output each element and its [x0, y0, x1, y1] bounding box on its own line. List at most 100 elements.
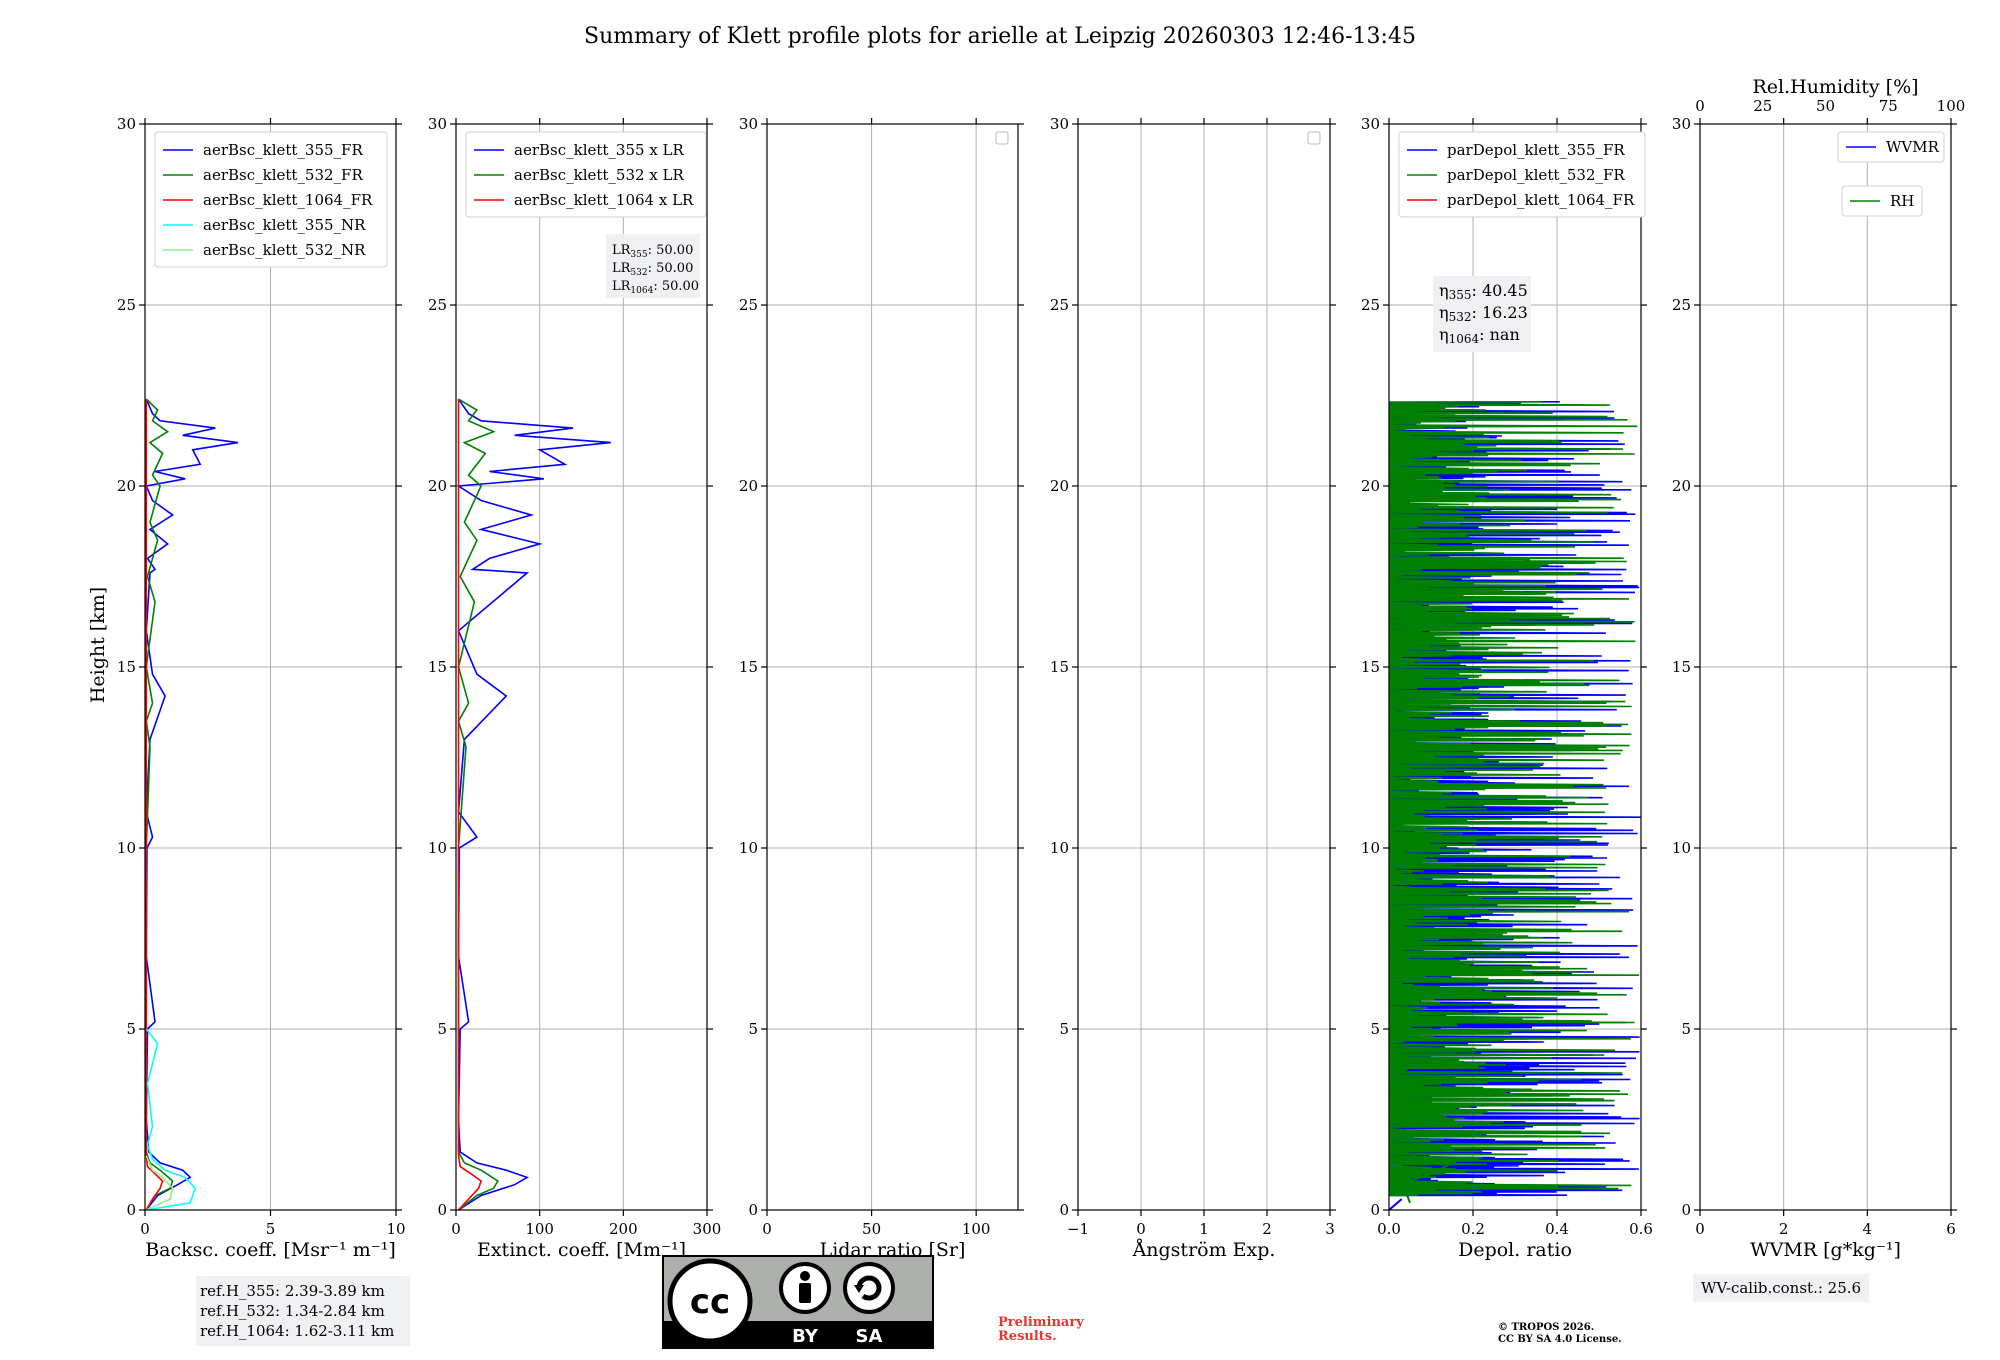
- top-x-tick-label: 75: [1879, 97, 1898, 115]
- y-tick-label: 15: [1361, 658, 1380, 676]
- legend-frame: [1837, 131, 1945, 163]
- x-tick-label: 100: [525, 1220, 554, 1238]
- series-group: [456, 398, 611, 1210]
- annotation-line: η1064: nan: [1439, 325, 1520, 346]
- cc-by-sa-badge: cc BY SA: [662, 1255, 934, 1349]
- depol-noise-532: [1389, 400, 1640, 1197]
- series-line-aerBsc_klett_355_NR: [145, 1028, 197, 1210]
- legend-entry: aerBsc_klett_1064_FR: [203, 191, 373, 209]
- annotation-line: LR1064: 50.00: [612, 279, 699, 296]
- ref-height-1064: ref.H_1064: 1.62-3.11 km: [200, 1322, 395, 1340]
- x-axis-label: Backsc. coeff. [Msr⁻¹ m⁻¹]: [145, 1239, 396, 1261]
- wv-calib-box: WV-calib.const.: 25.6: [1693, 1274, 1870, 1302]
- empty-legend-box: [1307, 131, 1321, 145]
- sa-label: SA: [856, 1326, 883, 1347]
- x-tick-label: 10: [386, 1220, 405, 1238]
- series-line-aerBsc_klett_532 x LR: [457, 398, 499, 1210]
- series-line-aerBsc_klett_1064 x LR: [457, 399, 483, 1210]
- series-line-top-parDepol_klett_532_FR: [1404, 1154, 1456, 1204]
- preliminary-line-2: Results.: [998, 1329, 1057, 1344]
- y-tick-label: 5: [748, 1020, 758, 1038]
- x-tick-label: −1: [1067, 1220, 1089, 1238]
- by-label: BY: [792, 1326, 819, 1347]
- x-tick-label: 0: [1136, 1220, 1146, 1238]
- x-tick-label: 0: [1695, 1220, 1705, 1238]
- cc-badge-text: cc: [690, 1282, 730, 1322]
- legend-entry: aerBsc_klett_355 x LR: [514, 141, 685, 159]
- legend-entry: aerBsc_klett_1064 x LR: [514, 191, 694, 209]
- annotation-line: LR355: 50.00: [612, 243, 693, 260]
- y-tick-label: 10: [428, 839, 447, 857]
- x-tick-label: 0.2: [1461, 1220, 1485, 1238]
- y-axis-label: Height [km]: [87, 587, 109, 703]
- x-tick-label: 5: [266, 1220, 276, 1238]
- y-tick-label: 10: [1050, 839, 1069, 857]
- y-tick-label: 15: [1050, 658, 1069, 676]
- preliminary-line-1: Preliminary: [998, 1315, 1084, 1330]
- y-tick-label: 25: [739, 296, 758, 314]
- legend-entry: aerBsc_klett_355_FR: [203, 141, 363, 159]
- y-tick-label: 15: [1672, 658, 1691, 676]
- y-tick-label: 20: [117, 477, 136, 495]
- x-tick-label: 4: [1863, 1220, 1873, 1238]
- y-tick-label: 0: [1059, 1201, 1069, 1219]
- top-x-tick-label: 0: [1695, 97, 1705, 115]
- legend-entry: parDepol_klett_355_FR: [1447, 141, 1625, 159]
- legend-entry: WVMR: [1886, 138, 1940, 156]
- y-tick-label: 10: [1361, 839, 1380, 857]
- y-tick-label: 5: [437, 1020, 447, 1038]
- y-tick-label: 20: [428, 477, 447, 495]
- x-axis-label: WVMR [g*kg⁻¹]: [1750, 1239, 1901, 1261]
- series-group: [145, 398, 239, 1210]
- y-tick-label: 0: [1681, 1201, 1691, 1219]
- y-tick-label: 15: [428, 658, 447, 676]
- copyright-line-1: © TROPOS 2026.: [1498, 1322, 1595, 1333]
- x-tick-label: 300: [693, 1220, 722, 1238]
- y-tick-label: 30: [428, 115, 447, 133]
- series-line-aerBsc_klett_355_FR: [145, 398, 239, 1210]
- legend-entry: aerBsc_klett_532_FR: [203, 166, 363, 184]
- ref-height-532: ref.H_532: 1.34-2.84 km: [200, 1302, 385, 1320]
- y-tick-label: 30: [117, 115, 136, 133]
- series-group: [1389, 400, 1641, 1210]
- legend-frame: [465, 131, 707, 218]
- sa-share-icon: [843, 1262, 895, 1314]
- top-x-axis-label: Rel.Humidity [%]: [1752, 76, 1918, 98]
- series-line-top-parDepol_klett_355_FR: [1389, 1198, 1403, 1210]
- annotation-frame: [606, 234, 700, 298]
- y-tick-label: 20: [739, 477, 758, 495]
- empty-legend-box: [995, 131, 1009, 145]
- y-tick-label: 25: [117, 296, 136, 314]
- x-tick-label: 0.4: [1545, 1220, 1569, 1238]
- x-tick-label: 2: [1779, 1220, 1789, 1238]
- ref-height-355: ref.H_355: 2.39-3.89 km: [200, 1282, 385, 1300]
- x-axis-label: Extinct. coeff. [Mm⁻¹]: [477, 1239, 686, 1261]
- annotation-frame: [1433, 276, 1531, 352]
- y-tick-label: 30: [739, 115, 758, 133]
- y-tick-label: 0: [748, 1201, 758, 1219]
- legend: aerBsc_klett_355_FR aerBsc_klett_532_FRae…: [154, 131, 388, 268]
- x-tick-label: 200: [609, 1220, 638, 1238]
- y-tick-label: 10: [117, 839, 136, 857]
- x-tick-label: 0: [762, 1220, 772, 1238]
- annotation-line: η355: 40.45: [1439, 281, 1528, 302]
- x-tick-label: 2: [1262, 1220, 1272, 1238]
- y-tick-label: 20: [1361, 477, 1380, 495]
- copyright-note: © TROPOS 2026. CC BY SA 4.0 License.: [1498, 1322, 1622, 1346]
- legend-entry: aerBsc_klett_355_NR: [203, 216, 366, 234]
- top-x-tick-label: 25: [1753, 97, 1772, 115]
- x-tick-label: 3: [1325, 1220, 1335, 1238]
- y-tick-label: 30: [1050, 115, 1069, 133]
- y-tick-label: 30: [1672, 115, 1691, 133]
- y-tick-label: 5: [1370, 1020, 1380, 1038]
- legend-frame: [1398, 131, 1646, 218]
- x-tick-label: 0.6: [1629, 1220, 1653, 1238]
- legend-entry: parDepol_klett_532_FR: [1447, 166, 1625, 184]
- y-tick-label: 5: [1059, 1020, 1069, 1038]
- annotation-line: LR532: 50.00: [612, 261, 693, 278]
